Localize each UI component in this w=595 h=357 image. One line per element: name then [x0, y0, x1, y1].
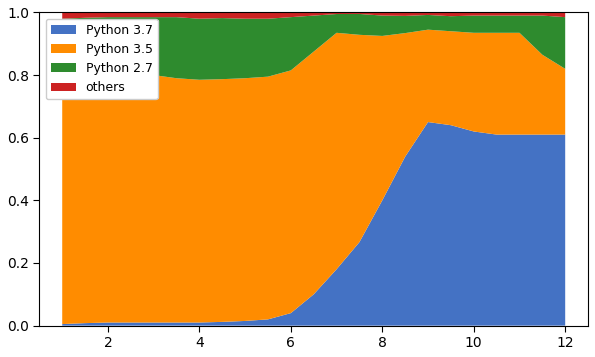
Legend: Python 3.7, Python 3.5, Python 2.7, others: Python 3.7, Python 3.5, Python 2.7, othe…	[46, 19, 158, 100]
